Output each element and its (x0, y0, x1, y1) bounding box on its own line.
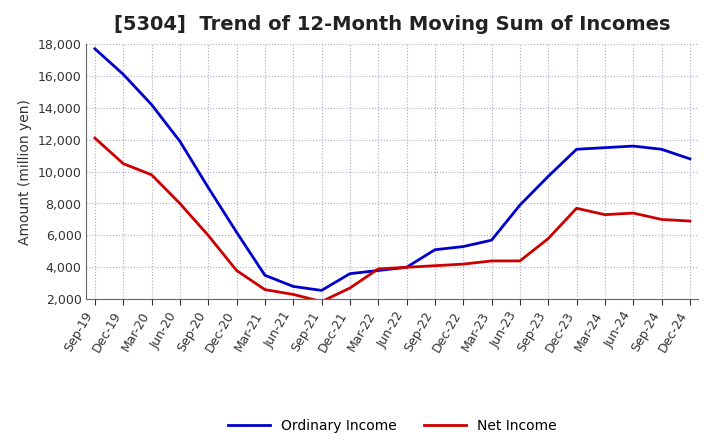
Net Income (487, 258, 496, 264)
Net Income (544, 236, 552, 241)
Ordinary Income (516, 202, 524, 208)
Net Income (176, 201, 184, 206)
Net Income (374, 266, 382, 271)
Net Income (572, 205, 581, 211)
Ordinary Income (289, 284, 297, 289)
Ordinary Income (204, 185, 212, 190)
Net Income (600, 212, 609, 217)
Ordinary Income (119, 72, 127, 77)
Ordinary Income (91, 46, 99, 51)
Ordinary Income (629, 143, 637, 149)
Line: Net Income: Net Income (95, 138, 690, 301)
Net Income (431, 263, 439, 268)
Net Income (119, 161, 127, 166)
Ordinary Income (431, 247, 439, 253)
Ordinary Income (374, 268, 382, 273)
Ordinary Income (148, 102, 156, 107)
Line: Ordinary Income: Ordinary Income (95, 49, 690, 290)
Ordinary Income (261, 273, 269, 278)
Ordinary Income (459, 244, 467, 249)
Net Income (289, 292, 297, 297)
Ordinary Income (346, 271, 354, 276)
Ordinary Income (176, 139, 184, 144)
Net Income (459, 261, 467, 267)
Net Income (629, 210, 637, 216)
Ordinary Income (657, 147, 666, 152)
Ordinary Income (572, 147, 581, 152)
Net Income (516, 258, 524, 264)
Legend: Ordinary Income, Net Income: Ordinary Income, Net Income (222, 413, 562, 438)
Y-axis label: Amount (million yen): Amount (million yen) (18, 99, 32, 245)
Ordinary Income (318, 288, 326, 293)
Net Income (233, 268, 241, 273)
Net Income (204, 233, 212, 238)
Net Income (346, 286, 354, 291)
Net Income (402, 265, 411, 270)
Net Income (685, 218, 694, 224)
Ordinary Income (233, 230, 241, 235)
Ordinary Income (487, 238, 496, 243)
Title: [5304]  Trend of 12-Month Moving Sum of Incomes: [5304] Trend of 12-Month Moving Sum of I… (114, 15, 670, 34)
Ordinary Income (600, 145, 609, 150)
Ordinary Income (402, 265, 411, 270)
Net Income (657, 217, 666, 222)
Net Income (318, 299, 326, 304)
Net Income (148, 172, 156, 177)
Ordinary Income (544, 174, 552, 179)
Ordinary Income (685, 156, 694, 161)
Net Income (261, 287, 269, 292)
Net Income (91, 136, 99, 141)
